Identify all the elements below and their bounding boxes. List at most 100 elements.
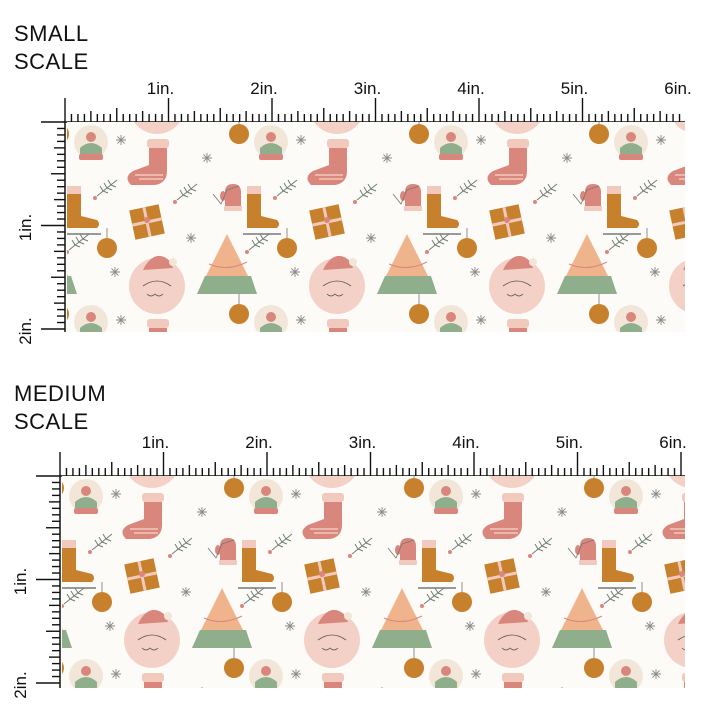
mitten-icon [572,184,602,211]
christmas-tree-icon [192,588,252,648]
santa-face-icon [304,609,360,668]
ornament-icon [272,582,292,612]
stocking-icon [142,673,164,688]
santa-face-icon [664,612,685,668]
ornament-icon [229,122,249,144]
mitten-icon [567,538,597,565]
snowflake-icon [291,669,301,679]
ruler-inch-label: 2in. [245,433,272,452]
snowflake-icon [285,621,295,631]
pine-sprig-icon [633,179,658,200]
ice-skate-icon [243,186,281,235]
gift-box-icon [664,558,685,594]
snowflake-icon [116,315,126,325]
ice-skate-icon [603,186,641,235]
ornament-icon [67,308,69,320]
snow-globe-icon [249,659,283,688]
pine-sprig-icon [88,533,113,554]
stocking-icon [127,139,169,185]
pine-sprig-icon [348,537,373,558]
pine-sprig-icon [93,179,118,200]
ice-skate-icon [62,540,96,589]
mitten-icon [392,184,422,211]
snowflake-icon [197,507,207,517]
ruler-inch-label: 1in. [16,214,35,241]
christmas-tree-icon [372,588,432,648]
snowflake-icon [110,267,120,277]
christmas-tree-icon [557,234,617,294]
ruler-inch-label: 3in. [354,79,381,98]
pine-sprig-icon [168,537,193,558]
snow-globe-icon [254,125,288,160]
ornament-icon [409,294,429,324]
snowflake-icon [645,621,655,631]
gift-box-icon [309,204,345,240]
ornament-icon [229,294,249,324]
ornament-icon [224,476,244,498]
santa-face-icon [674,122,685,132]
ornament-icon [589,294,609,324]
stocking-icon [507,319,529,332]
snow-globe-icon [69,479,103,514]
ice-skate-icon [67,186,101,235]
pine-sprig-icon [425,233,450,254]
stocking-icon [327,319,349,332]
ruler-inch-label: 2in. [11,671,30,698]
gift-box-icon [304,558,340,594]
mitten-icon [212,184,242,211]
snowflake-icon [377,507,387,517]
ruler-inch-label: 4in. [457,79,484,98]
ornament-icon [452,582,472,612]
stocking-icon [147,319,169,332]
gift-box-icon [489,204,525,240]
christmas-tree-icon [67,262,77,294]
pine-sprig-icon [62,587,85,608]
title-line-1: MEDIUM [14,381,107,406]
gift-box-icon [484,558,520,594]
ice-skate-icon [418,540,456,589]
snowflake-icon [382,153,392,163]
ornament-icon [224,648,244,678]
ruler-inch-label: 4in. [452,433,479,452]
snowflake-icon [562,153,572,163]
snow-globe-icon [69,659,103,688]
snow-globe-icon [254,305,288,332]
stocking-icon [482,493,524,539]
ornament-icon [409,122,429,144]
ice-skate-icon [238,540,276,589]
ornament-icon [637,228,657,258]
snow-globe-icon [429,659,463,688]
stocking-icon [682,673,685,688]
snowflake-icon [465,621,475,631]
vertical-ruler: 1in. 2in. [16,121,66,345]
pine-sprig-icon [240,587,265,608]
snowflake-icon [361,587,371,597]
pine-sprig-icon [273,179,298,200]
pine-sprig-icon [453,179,478,200]
title-line-1: SMALL [14,21,89,46]
snowflake-icon [290,267,300,277]
pine-sprig-icon [600,587,625,608]
pine-sprig-icon [268,533,293,554]
ruler-inch-label: 2in. [250,79,277,98]
santa-face-icon [129,255,185,314]
snow-globe-icon [429,479,463,514]
stocking-icon [502,673,524,688]
stocking-icon [667,166,685,185]
ornament-icon [404,476,424,498]
stocking-icon [122,493,164,539]
pattern-canvas [62,476,685,688]
ruler-inch-label: 6in. [659,433,686,452]
ornament-icon [97,228,117,258]
small-scale-title: SMALL SCALE [14,20,89,76]
snowflake-icon [366,233,376,243]
gift-box-icon [129,204,165,240]
santa-face-icon [309,255,365,314]
snow-globe-icon [74,125,108,160]
snowflake-icon [650,267,660,277]
pine-sprig-icon [605,233,630,254]
snowflake-icon [111,669,121,679]
snow-globe-icon [614,125,648,160]
santa-face-icon [134,122,180,134]
